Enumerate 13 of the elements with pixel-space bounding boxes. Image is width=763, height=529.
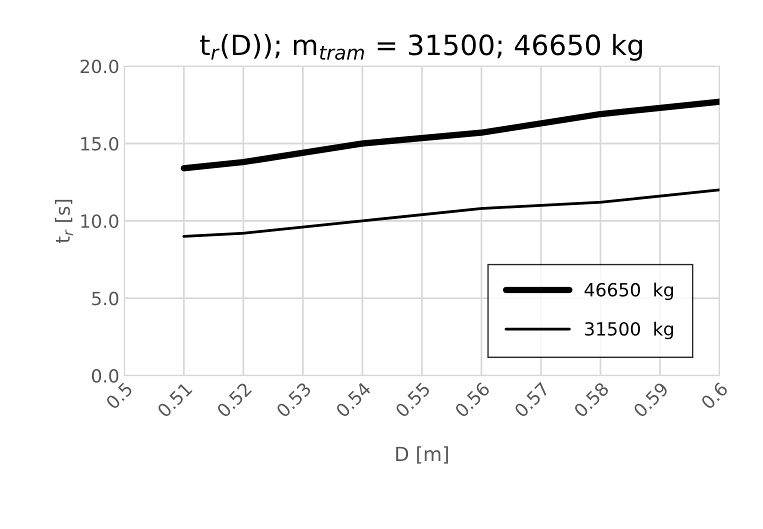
legend-label: 31500 kg: [585, 322, 673, 340]
line-series: [182, 188, 720, 238]
y-axis-title: t$_{r}$ [s]: [54, 200, 73, 244]
y-tick-label: 5.0: [92, 292, 118, 306]
chart-title: t$_{r}$(D)); m$_{tram}$ = 31500; 46650 kg: [200, 34, 642, 61]
y-tick-label: 0.0: [92, 369, 118, 383]
y-tick-label: 10.0: [81, 214, 118, 228]
x-tick-label: 0.6: [700, 381, 729, 410]
y-tick-label: 15.0: [81, 136, 118, 151]
legend-label: 46650 kg: [584, 282, 673, 300]
x-tick-label: 0.5: [105, 382, 134, 410]
y-tick-label: 20.0: [80, 60, 118, 74]
x-axis-title: D [m]: [396, 446, 448, 464]
